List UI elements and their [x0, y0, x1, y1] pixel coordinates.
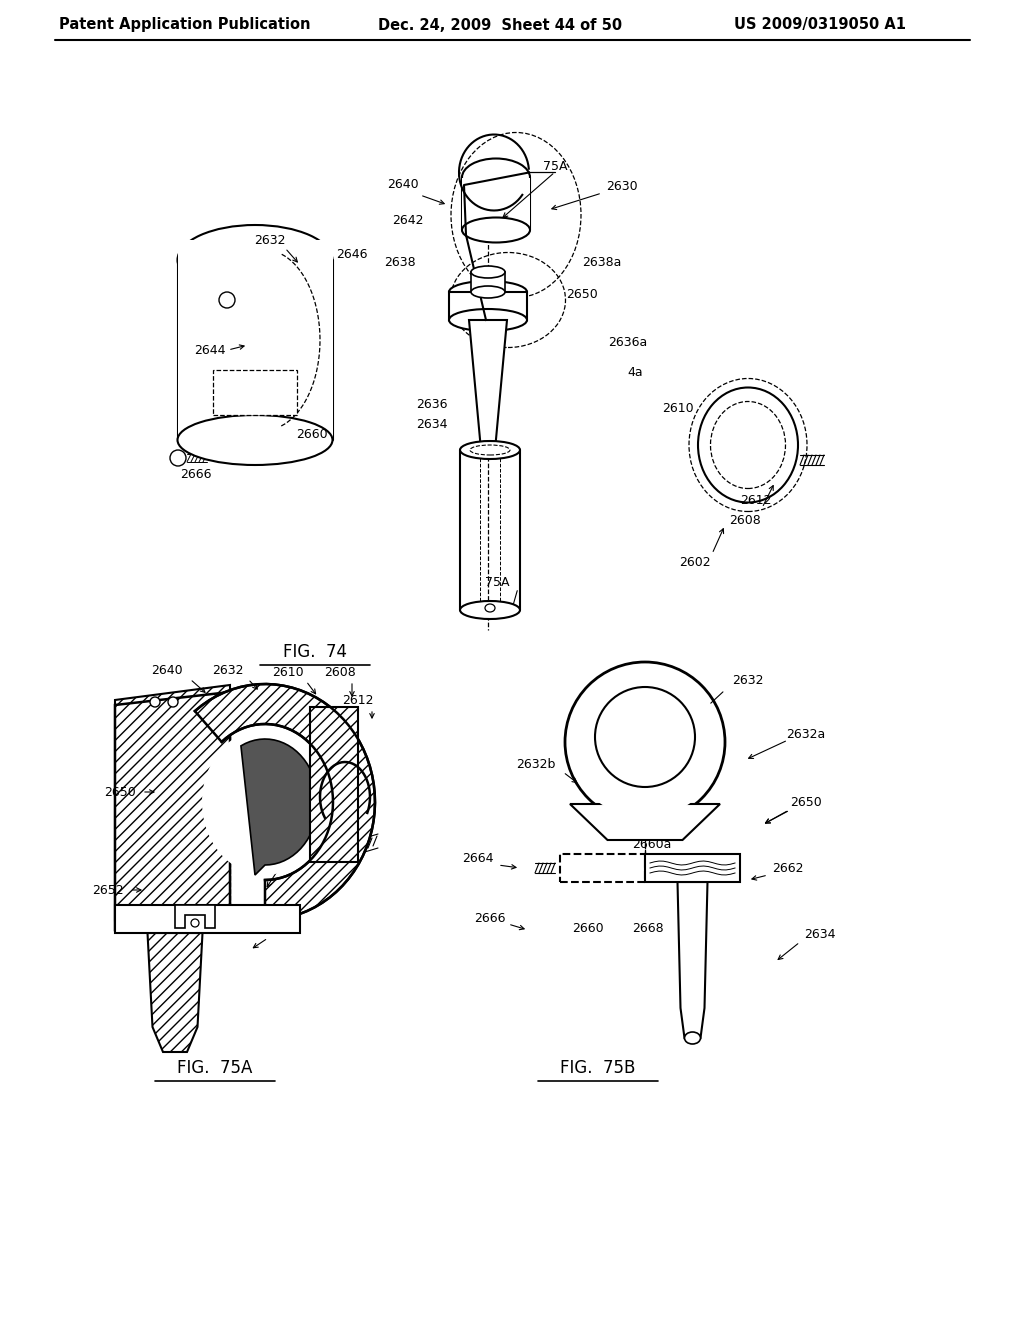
- Text: 2610: 2610: [272, 665, 304, 678]
- Ellipse shape: [462, 218, 530, 243]
- Bar: [177, 240, 333, 440]
- Text: 2612: 2612: [342, 693, 374, 706]
- Text: 2660a: 2660a: [632, 838, 672, 851]
- Circle shape: [191, 919, 199, 927]
- Text: 2666: 2666: [474, 912, 506, 924]
- Text: 2644: 2644: [195, 343, 225, 356]
- Text: 2632: 2632: [212, 664, 244, 676]
- Polygon shape: [241, 739, 318, 875]
- Text: US 2009/0319050 A1: US 2009/0319050 A1: [734, 17, 906, 33]
- Polygon shape: [115, 692, 230, 931]
- Polygon shape: [469, 319, 507, 450]
- Ellipse shape: [460, 441, 520, 459]
- Text: FIG.  75B: FIG. 75B: [560, 1059, 636, 1077]
- Polygon shape: [147, 933, 203, 1052]
- Text: 2632: 2632: [732, 673, 764, 686]
- Ellipse shape: [462, 158, 530, 197]
- Text: Dec. 24, 2009  Sheet 44 of 50: Dec. 24, 2009 Sheet 44 of 50: [378, 17, 622, 33]
- Ellipse shape: [449, 281, 527, 304]
- Ellipse shape: [595, 686, 695, 787]
- Polygon shape: [570, 804, 720, 840]
- Text: 75A: 75A: [543, 161, 567, 173]
- Ellipse shape: [471, 267, 505, 279]
- Text: 2632a: 2632a: [786, 729, 825, 742]
- Text: 2638: 2638: [384, 256, 416, 268]
- Text: 2640: 2640: [152, 664, 183, 676]
- Text: 2664: 2664: [462, 851, 494, 865]
- Text: 2634: 2634: [416, 418, 447, 432]
- Text: 2662: 2662: [772, 862, 804, 874]
- Text: 2632: 2632: [254, 234, 286, 247]
- Bar: [471, 272, 505, 292]
- Ellipse shape: [595, 686, 695, 787]
- Text: 2652: 2652: [92, 883, 124, 896]
- Text: 2662: 2662: [256, 855, 288, 869]
- Polygon shape: [678, 882, 708, 1038]
- Text: 2650: 2650: [791, 796, 822, 808]
- Polygon shape: [115, 685, 230, 920]
- Text: 2640: 2640: [387, 178, 419, 191]
- Text: 2650: 2650: [104, 785, 136, 799]
- Text: 2638a: 2638a: [583, 256, 622, 268]
- Ellipse shape: [177, 224, 333, 294]
- Ellipse shape: [485, 605, 495, 612]
- Text: 2630: 2630: [606, 181, 638, 194]
- Text: 2632b: 2632b: [516, 759, 556, 771]
- Text: 2666: 2666: [180, 469, 212, 482]
- Text: 2650: 2650: [566, 289, 598, 301]
- Circle shape: [170, 450, 186, 466]
- Text: 4a: 4a: [627, 366, 643, 379]
- Text: 2668: 2668: [632, 921, 664, 935]
- Bar: [115, 906, 300, 933]
- Bar: [560, 854, 645, 882]
- Ellipse shape: [569, 667, 721, 818]
- Ellipse shape: [565, 663, 725, 822]
- Text: 2660: 2660: [296, 429, 328, 441]
- Text: FIG.  74: FIG. 74: [283, 643, 347, 661]
- Ellipse shape: [684, 1032, 700, 1044]
- Text: 2642: 2642: [392, 214, 424, 227]
- Text: 2636: 2636: [259, 906, 291, 919]
- Ellipse shape: [471, 286, 505, 298]
- Text: 2636: 2636: [416, 399, 447, 412]
- Polygon shape: [175, 906, 215, 928]
- Ellipse shape: [460, 601, 520, 619]
- Text: FIG.  75A: FIG. 75A: [177, 1059, 253, 1077]
- Text: 2646: 2646: [336, 248, 368, 261]
- Text: 2602: 2602: [679, 556, 711, 569]
- Bar: [310, 708, 358, 862]
- Text: 2608: 2608: [729, 513, 761, 527]
- Text: 2636a: 2636a: [608, 335, 647, 348]
- Text: 2634: 2634: [804, 928, 836, 941]
- Ellipse shape: [202, 729, 328, 875]
- Text: 2610: 2610: [663, 401, 694, 414]
- Ellipse shape: [219, 292, 234, 308]
- Text: 75A: 75A: [484, 576, 509, 589]
- Ellipse shape: [698, 388, 798, 503]
- Text: 2634: 2634: [153, 1015, 183, 1028]
- Text: 2668: 2668: [246, 924, 278, 936]
- Bar: [213, 370, 297, 414]
- Text: 2612: 2612: [740, 494, 772, 507]
- Ellipse shape: [711, 401, 785, 488]
- Text: 2608: 2608: [325, 665, 356, 678]
- Text: 2660: 2660: [572, 921, 604, 935]
- Circle shape: [168, 697, 178, 708]
- Text: Patent Application Publication: Patent Application Publication: [59, 17, 310, 33]
- Circle shape: [150, 697, 160, 708]
- Polygon shape: [195, 684, 375, 920]
- Ellipse shape: [449, 309, 527, 331]
- Bar: [645, 854, 740, 882]
- Ellipse shape: [177, 414, 333, 465]
- Bar: [449, 292, 527, 319]
- Bar: [462, 177, 530, 230]
